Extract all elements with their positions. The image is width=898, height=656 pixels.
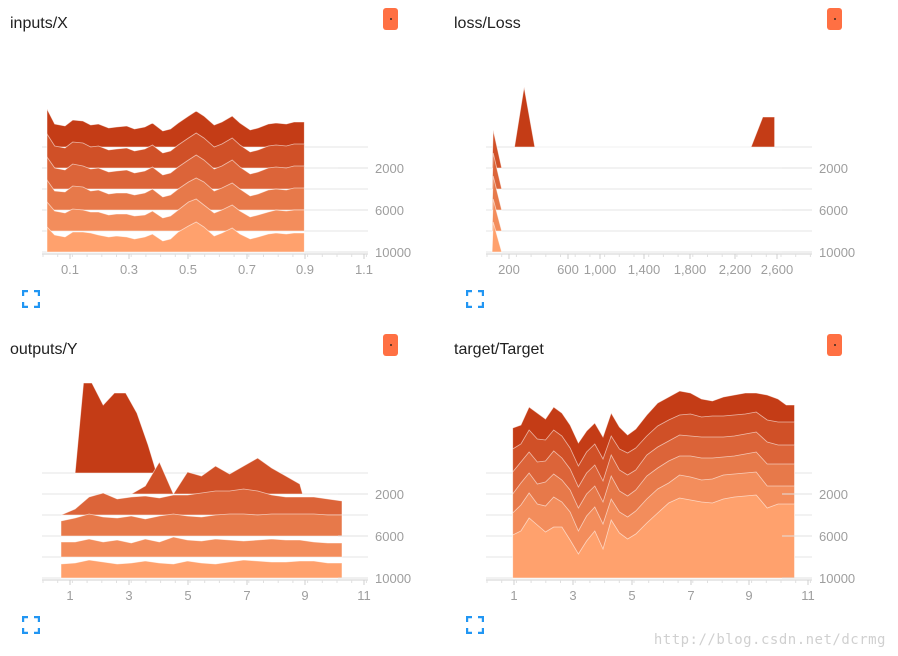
x-tick-label: 5 — [184, 588, 191, 603]
card-outputs-y: outputs/Y 1 3 5 7 9 11 2000 6000 10000 — [0, 326, 420, 634]
card-loss-loss: loss/Loss 200 600 1,000 1,400 1,800 2,200 2,60… — [444, 0, 864, 308]
x-tick-label: 2,200 — [719, 262, 752, 277]
x-tick-label: 1.1 — [355, 262, 373, 277]
series-area-step-4000 — [46, 177, 305, 211]
series-area-step-6000 — [46, 154, 305, 190]
series-area-step-8000 — [129, 457, 304, 495]
chart-title: target/Target — [454, 341, 544, 358]
x-tick-label: 0.5 — [179, 262, 197, 277]
x-tick-label: 0.1 — [61, 262, 79, 277]
chart-title: outputs/Y — [10, 341, 78, 358]
series-area-step-10000 — [46, 108, 305, 148]
x-tick-label: 3 — [569, 588, 576, 603]
series-area-step-2000 — [491, 198, 503, 232]
series-area-step-0 — [512, 494, 795, 579]
step-tick-label: 6000 — [819, 529, 848, 544]
series-area-step-10000 — [74, 382, 158, 474]
step-tick-label: 10000 — [375, 571, 411, 586]
series-area-step-4000 — [60, 513, 343, 537]
chart-title: inputs/X — [10, 15, 68, 32]
x-tick-label: 0.7 — [238, 262, 256, 277]
step-tick-label: 10000 — [819, 245, 855, 260]
histogram-plot: 1 3 5 7 9 11 2000 6000 10000 — [486, 390, 855, 603]
step-tick-label: 10000 — [375, 245, 411, 260]
step-tick-label: 6000 — [375, 203, 404, 218]
x-tick-label: 3 — [125, 588, 132, 603]
fullscreen-icon[interactable] — [22, 616, 40, 634]
histogram-plot: 0.1 0.3 0.5 0.7 0.9 1.1 2000 6000 10000 — [42, 108, 411, 277]
series-area-step-6000 — [60, 488, 343, 516]
step-tick-label: 6000 — [819, 203, 848, 218]
x-tick-label: 7 — [687, 588, 694, 603]
series-area-step-0 — [46, 221, 305, 253]
x-tick-label: 5 — [628, 588, 635, 603]
histogram-plot: 200 600 1,000 1,400 1,800 2,200 2,600 2000 6000 1… — [486, 86, 855, 277]
series-area-step-4000 — [491, 175, 503, 211]
step-tick-label: 2000 — [375, 161, 404, 176]
x-tick-label: 0.9 — [296, 262, 314, 277]
fullscreen-icon[interactable] — [22, 290, 40, 308]
series-area-step-8000 — [46, 132, 305, 169]
x-tick-label: 1 — [510, 588, 517, 603]
step-tick-label: 10000 — [819, 571, 855, 586]
fullscreen-icon[interactable] — [466, 290, 484, 308]
series-area-step-2000 — [46, 198, 305, 232]
watermark-text: http://blog.csdn.net/dcrmg — [653, 632, 886, 648]
x-tick-label: 1 — [66, 588, 73, 603]
more-vert-icon[interactable] — [827, 8, 842, 30]
x-tick-label: 11 — [357, 588, 371, 603]
x-tick-label: 0.3 — [120, 262, 138, 277]
step-tick-label: 2000 — [819, 161, 848, 176]
step-tick-label: 6000 — [375, 529, 404, 544]
more-vert-icon[interactable] — [383, 334, 398, 356]
x-tick-label: 1,800 — [674, 262, 707, 277]
series-area-step-2000 — [60, 536, 343, 558]
x-tick-label: 1,000 — [584, 262, 617, 277]
x-tick-label: 7 — [243, 588, 250, 603]
x-tick-label: 2,600 — [761, 262, 794, 277]
step-tick-label: 2000 — [375, 487, 404, 502]
x-tick-label: 600 — [557, 262, 579, 277]
x-tick-label: 11 — [801, 588, 815, 603]
x-tick-label: 9 — [301, 588, 308, 603]
step-tick-label: 2000 — [819, 487, 848, 502]
card-target-target: target/Target 1 3 5 7 9 11 2000 6000 10000 — [444, 326, 864, 634]
series-area-step-10000 — [514, 86, 775, 148]
x-tick-label: 1,400 — [628, 262, 661, 277]
more-vert-icon[interactable] — [383, 8, 398, 30]
more-vert-icon[interactable] — [827, 334, 842, 356]
card-inputs-x: inputs/X 0.1 0.3 0.5 0.7 0.9 1.1 2000 6000 10000 — [0, 0, 420, 308]
series-area-step-0 — [491, 221, 503, 253]
chart-title: loss/Loss — [454, 15, 521, 32]
series-area-step-0 — [60, 559, 343, 579]
x-tick-label: 9 — [745, 588, 752, 603]
histogram-plot: 1 3 5 7 9 11 2000 6000 10000 — [42, 382, 411, 603]
x-tick-label: 200 — [498, 262, 520, 277]
fullscreen-icon[interactable] — [466, 616, 484, 634]
